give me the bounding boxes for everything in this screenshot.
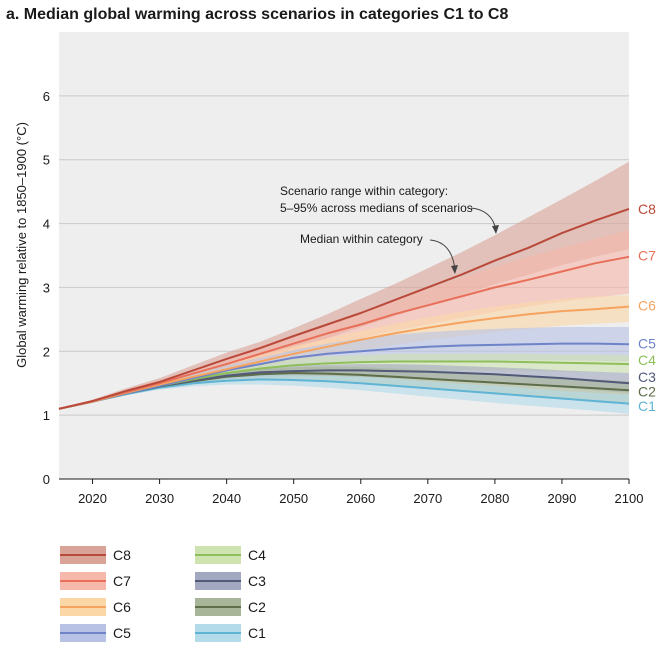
annotation-range-line2: 5–95% across medians of scenarios xyxy=(280,201,473,215)
end-label-c7: C7 xyxy=(638,248,656,264)
annotation-range-line1: Scenario range within category: xyxy=(280,184,448,198)
x-tick-label: 2040 xyxy=(212,491,241,506)
band-c1 xyxy=(59,374,629,414)
end-label-c2: C2 xyxy=(638,384,656,400)
end-label-c5: C5 xyxy=(638,336,656,352)
y-tick-label: 3 xyxy=(43,280,50,295)
end-label-c8: C8 xyxy=(638,201,656,217)
y-tick-label: 6 xyxy=(43,89,50,104)
x-tick-label: 2060 xyxy=(346,491,375,506)
y-tick-label: 5 xyxy=(43,153,50,168)
x-tick-label: 2080 xyxy=(480,491,509,506)
legend-label-c6: C6 xyxy=(113,599,131,615)
legend-label-c4: C4 xyxy=(248,547,266,563)
annotation-median-arrowhead xyxy=(451,265,458,274)
end-label-c4: C4 xyxy=(638,352,656,368)
y-tick-label: 1 xyxy=(43,408,50,423)
legend-label-c1: C1 xyxy=(248,625,266,641)
y-tick-label: 0 xyxy=(43,472,50,487)
band-c2 xyxy=(59,366,629,409)
chart-title: a. Median global warming across scenario… xyxy=(6,6,509,23)
x-tick-label: 2030 xyxy=(145,491,174,506)
median-line-c5 xyxy=(58,342,630,410)
median-line-c1 xyxy=(58,378,630,410)
legend-label-c2: C2 xyxy=(248,599,266,615)
x-tick-label: 2090 xyxy=(547,491,576,506)
x-tick-label: 2050 xyxy=(279,491,308,506)
annotation-range-arrowhead xyxy=(492,225,499,234)
y-axis-label: Global warming relative to 1850–1900 (°C… xyxy=(14,122,29,368)
x-tick-label: 2070 xyxy=(413,491,442,506)
legend-label-c8: C8 xyxy=(113,547,131,563)
x-tick-label: 2020 xyxy=(78,491,107,506)
band-c5 xyxy=(59,327,629,409)
median-line-c7 xyxy=(58,255,630,410)
median-line-c6 xyxy=(58,305,630,410)
legend: C8 C7 C6 C5 C4 C3 C2 C1 xyxy=(60,546,266,642)
end-label-c1: C1 xyxy=(638,398,656,414)
annotation-median: Median within category xyxy=(300,232,423,246)
legend-label-c5: C5 xyxy=(113,625,131,641)
end-label-c6: C6 xyxy=(638,297,656,313)
x-tick-label: 2100 xyxy=(615,491,644,506)
legend-label-c7: C7 xyxy=(113,573,131,589)
y-tick-label: 2 xyxy=(43,344,50,359)
end-label-c3: C3 xyxy=(638,369,656,385)
annotations: Scenario range within category: 5–95% ac… xyxy=(280,184,499,274)
y-tick-label: 4 xyxy=(43,217,50,232)
legend-label-c3: C3 xyxy=(248,573,266,589)
median-lines xyxy=(58,207,630,410)
median-line-c8 xyxy=(58,207,630,410)
axes: 0 1 2 3 4 5 6 2020 2030 2040 2050 2060 2070 2080 2090 2… xyxy=(43,89,644,506)
